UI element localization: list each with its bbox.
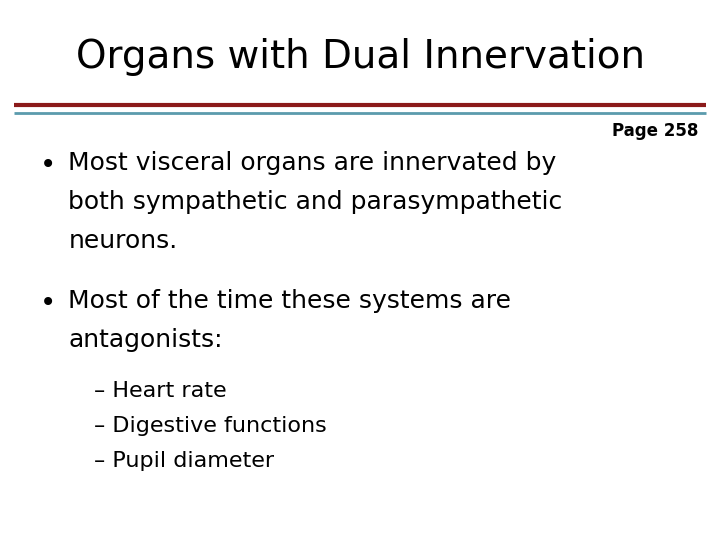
Text: Most visceral organs are innervated by: Most visceral organs are innervated by <box>68 151 557 175</box>
Text: – Heart rate: – Heart rate <box>94 381 226 401</box>
Text: both sympathetic and parasympathetic: both sympathetic and parasympathetic <box>68 190 562 214</box>
Text: neurons.: neurons. <box>68 229 178 253</box>
Text: – Digestive functions: – Digestive functions <box>94 416 326 436</box>
Text: •: • <box>40 289 56 318</box>
Text: •: • <box>40 151 56 179</box>
Text: Page 258: Page 258 <box>612 122 698 139</box>
Text: antagonists:: antagonists: <box>68 328 223 352</box>
Text: Most of the time these systems are: Most of the time these systems are <box>68 289 511 313</box>
Text: – Pupil diameter: – Pupil diameter <box>94 451 274 471</box>
Text: Organs with Dual Innervation: Organs with Dual Innervation <box>76 38 644 76</box>
